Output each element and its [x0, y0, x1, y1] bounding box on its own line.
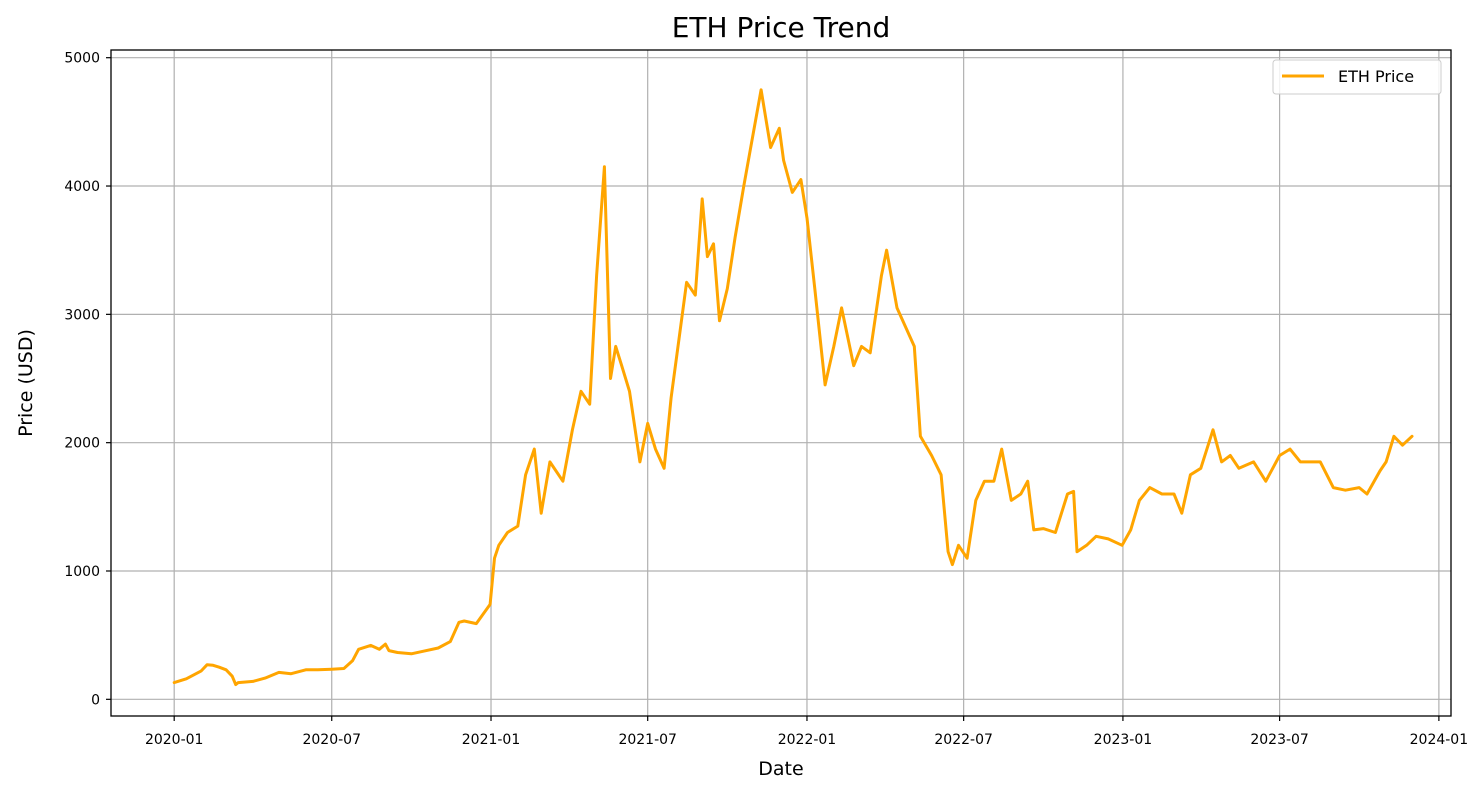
- x-tick-label: 2024-01: [1410, 732, 1469, 748]
- x-tick-label: 2020-01: [145, 732, 204, 748]
- tick-marks: 2020-01 2020-07 2021-01 2021-07 2022-01 2022-…: [64, 51, 1468, 748]
- x-tick-label: 2021-07: [618, 732, 677, 748]
- y-tick-label: 0: [91, 692, 100, 708]
- x-tick-label: 2023-01: [1094, 732, 1153, 748]
- y-tick-label: 4000: [64, 179, 100, 195]
- x-tick-label: 2022-01: [778, 732, 837, 748]
- x-tick-label: 2020-07: [302, 732, 361, 748]
- y-tick-label: 5000: [64, 51, 100, 67]
- x-tick-label: 2022-07: [934, 732, 993, 748]
- x-axis-title: Date: [758, 758, 803, 780]
- legend-label: ETH Price: [1338, 67, 1414, 86]
- series-line-eth-price: [172, 88, 1414, 687]
- x-tick-label: 2023-07: [1250, 732, 1309, 748]
- grid-lines: [111, 50, 1451, 716]
- legend-box: [1272, 59, 1442, 95]
- series-layer: [172, 88, 1414, 687]
- y-axis-title: Price (USD): [15, 329, 37, 437]
- x-tick-label: 2021-01: [462, 732, 521, 748]
- legend: ETH Price: [1272, 59, 1442, 95]
- y-tick-label: 3000: [64, 307, 100, 323]
- y-tick-label: 1000: [64, 564, 100, 580]
- chart-title: ETH Price Trend: [672, 11, 891, 44]
- y-tick-label: 2000: [64, 436, 100, 452]
- plot-area-frame: [110, 49, 1452, 717]
